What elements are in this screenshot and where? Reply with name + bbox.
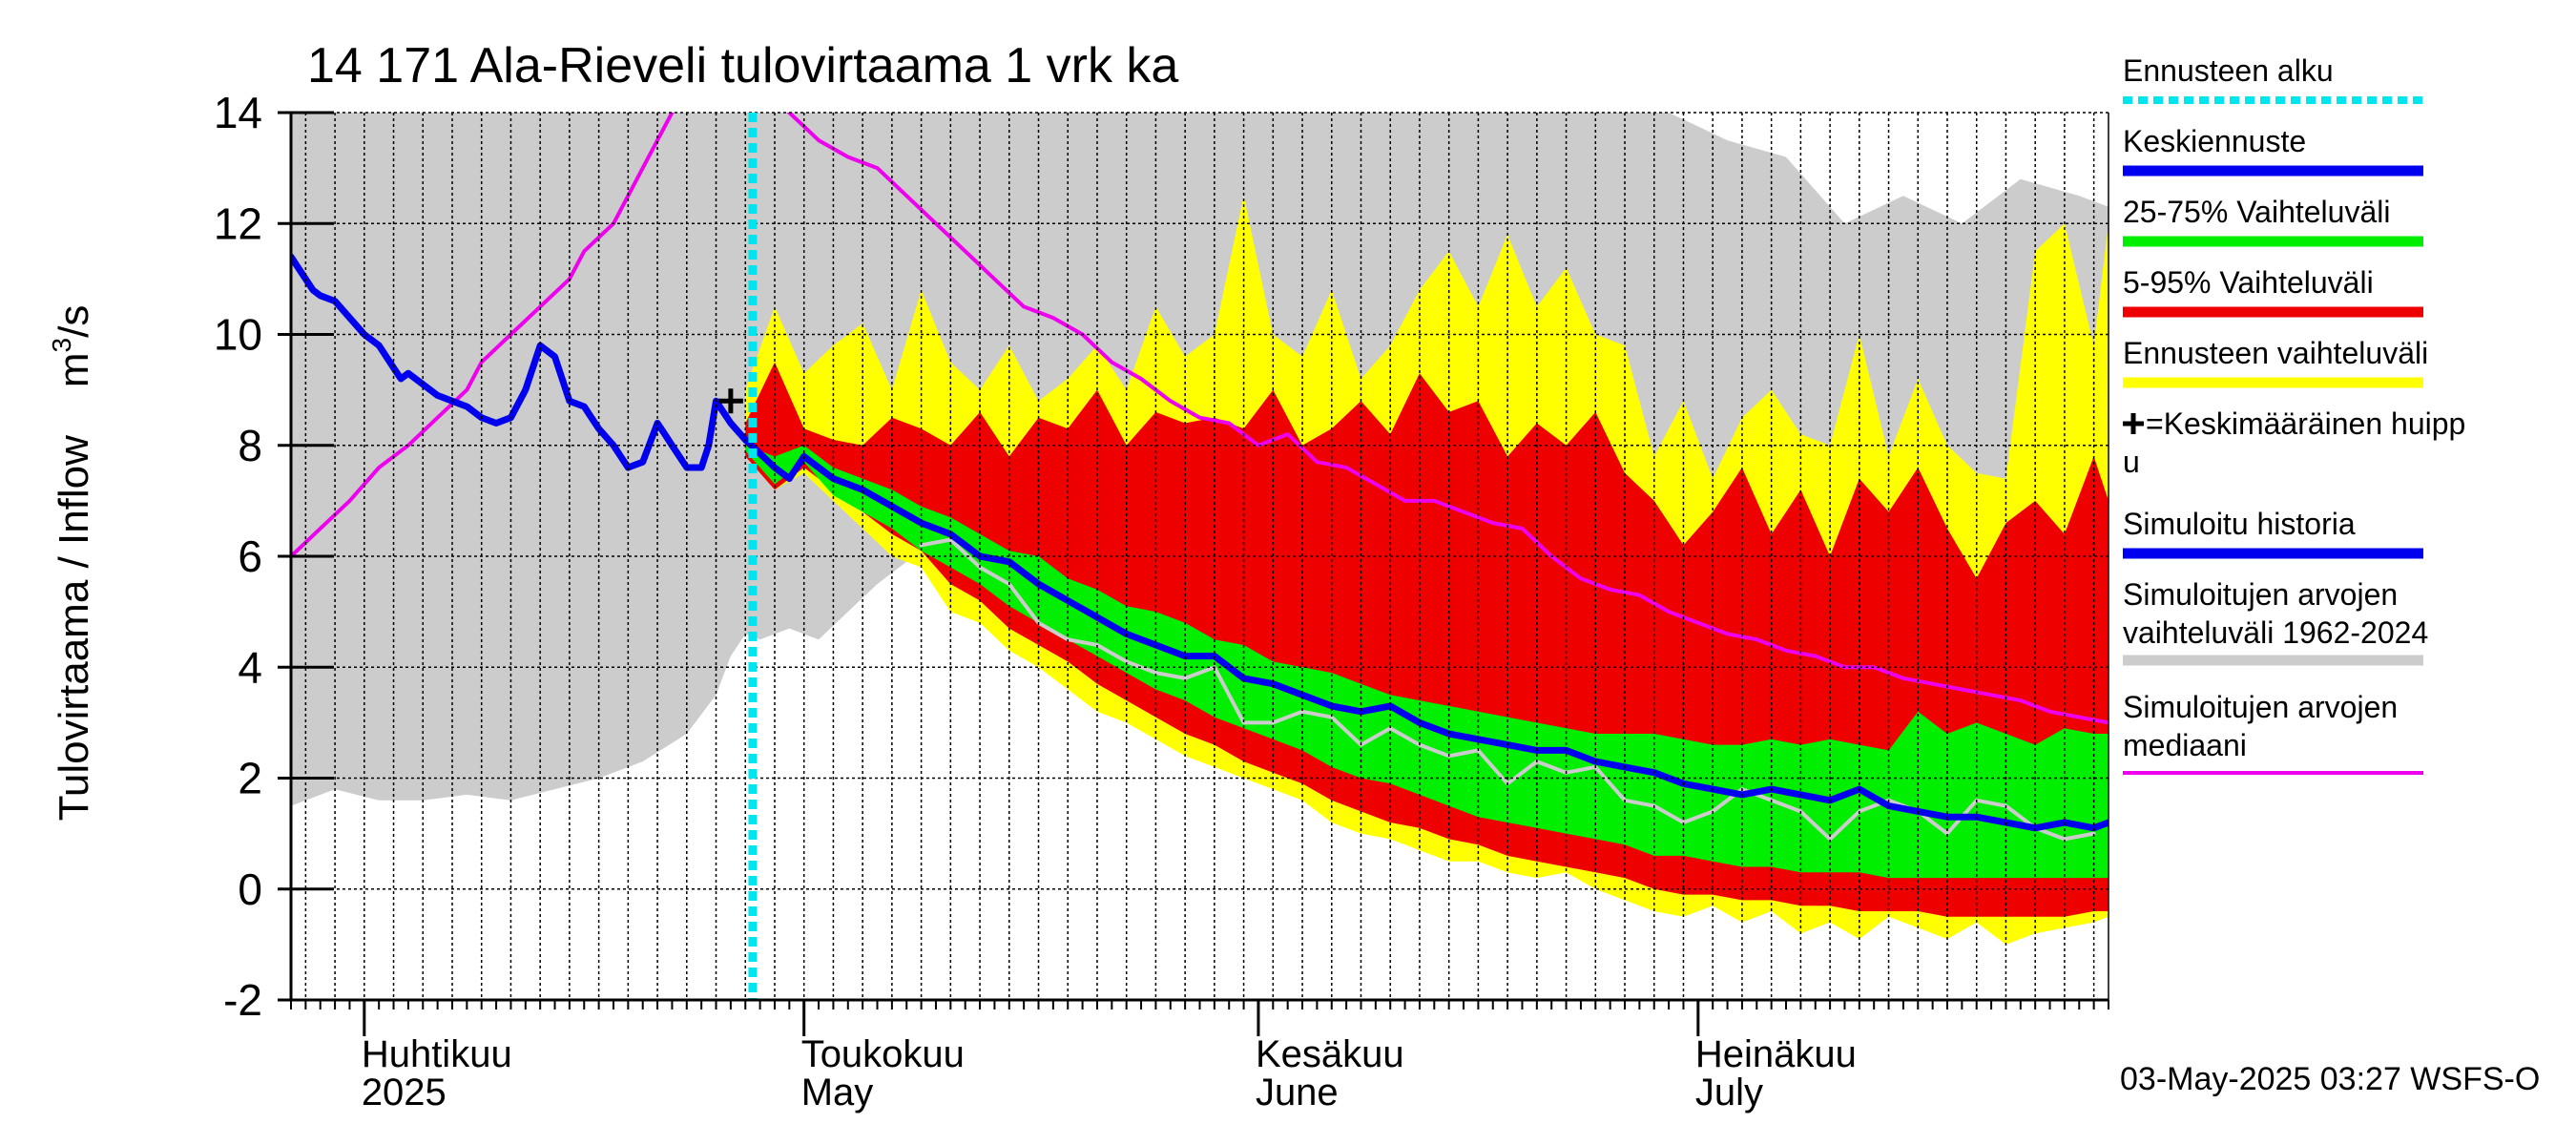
legend-marker-keskim-r-inen-huipp-u xyxy=(2123,413,2144,434)
y-tick-label: 0 xyxy=(238,864,262,914)
y-tick-label: 6 xyxy=(238,531,262,581)
x-month-sublabel: June xyxy=(1256,1072,1339,1114)
legend: Ennusteen alku Keskiennuste 25-75% Vaihtel… xyxy=(2123,53,2465,775)
y-tick-label: -2 xyxy=(223,975,262,1025)
legend-label-simuloitujen-arvojen-vaihteluv-li-1962-2024: Simuloitujen arvojen xyxy=(2123,577,2398,612)
legend-label-25-75-vaihteluv-li: 25-75% Vaihteluväli xyxy=(2123,195,2390,229)
mean-peak-marker xyxy=(717,388,743,414)
legend-label-5-95-vaihteluv-li: 5-95% Vaihteluväli xyxy=(2123,265,2374,300)
chart-title: 14 171 Ala-Rieveli tulovirtaama 1 vrk ka xyxy=(307,38,1178,94)
y-axis-label: Tulovirtaama / Inflow m3/s xyxy=(47,305,97,822)
y-tick-label: 8 xyxy=(238,421,262,470)
legend-label-keskiennuste: Keskiennuste xyxy=(2123,124,2306,158)
x-month-label: Heinäkuu xyxy=(1695,1033,1857,1075)
line-simuloitujen-arvojen-mediaani xyxy=(291,113,2109,725)
legend-label2-simuloitujen-arvojen-vaihteluv-li-1962-2024: vaihteluväli 1962-2024 xyxy=(2123,615,2428,650)
y-axis-label-text: Tulovirtaama / Inflow xyxy=(51,435,97,822)
svg-text:Tulovirtaama / Inflowm3/s: Tulovirtaama / Inflow m3/s xyxy=(47,305,97,822)
line-simuloitu-historia xyxy=(291,253,749,471)
x-month-label: Huhtikuu xyxy=(362,1033,512,1075)
y-axis-unit-tail: /s xyxy=(51,305,97,338)
x-month-sublabel: May xyxy=(801,1072,874,1114)
y-axis-unit: m xyxy=(51,352,97,387)
plot-area xyxy=(291,113,2109,945)
y-tick-label: 4 xyxy=(238,642,262,692)
legend-label-ennusteen-vaihteluv-li: Ennusteen vaihteluväli xyxy=(2123,336,2428,370)
y-tick-label: 2 xyxy=(238,754,262,803)
legend-label-keskim-r-inen-huipp-u: =Keskimääräinen huipp xyxy=(2146,406,2465,441)
legend-label-simuloitu-historia: Simuloitu historia xyxy=(2123,507,2356,541)
legend-label-simuloitujen-arvojen-mediaani: Simuloitujen arvojen xyxy=(2123,690,2398,724)
grid-lines xyxy=(291,112,2109,1001)
x-month-label: Kesäkuu xyxy=(1256,1033,1404,1075)
legend-label2-keskim-r-inen-huipp-u: u xyxy=(2123,445,2140,479)
x-month-label: Toukokuu xyxy=(801,1033,965,1075)
footer-timestamp: 03-May-2025 03:27 WSFS-O xyxy=(2120,1061,2540,1097)
x-month-sublabel: 2025 xyxy=(362,1072,447,1114)
y-tick-label: 14 xyxy=(214,88,262,137)
y-tick-label: 10 xyxy=(214,310,262,360)
y-axis-unit-sup: 3 xyxy=(47,338,76,353)
legend-label2-simuloitujen-arvojen-mediaani: mediaani xyxy=(2123,728,2247,762)
plot-overlays xyxy=(717,113,758,1000)
legend-label-ennusteen-alku: Ennusteen alku xyxy=(2123,53,2334,88)
x-month-sublabel: July xyxy=(1695,1072,1763,1114)
band-25-75-vaihteluv-li xyxy=(745,445,2109,879)
y-tick-label: 12 xyxy=(214,198,262,248)
